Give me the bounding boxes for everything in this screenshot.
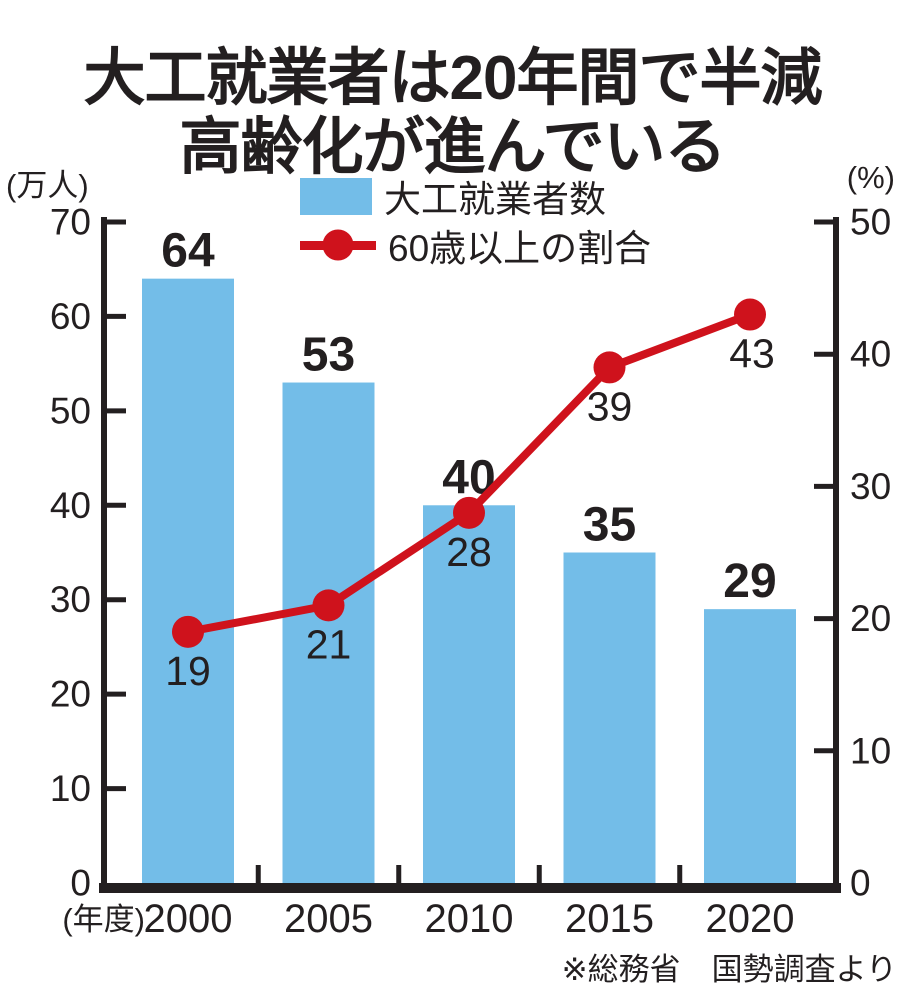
- left-axis-tick-label-50: 50: [50, 390, 91, 431]
- right-axis-tick-label-30: 30: [850, 466, 891, 507]
- legend-line-label: 60歳以上の割合: [388, 228, 652, 269]
- chart-title: 大工就業者は20年間で半減 高齢化が進んでいる: [0, 44, 905, 183]
- x-axis-label-2010: 2010: [425, 897, 514, 941]
- bar-2010: [423, 505, 515, 883]
- chart-title-line2: 高齢化が進んでいる: [179, 112, 727, 182]
- x-axis-label-2000: 2000: [144, 897, 233, 941]
- legend-bar-label: 大工就業者数: [384, 179, 606, 220]
- line-point-2015: [593, 351, 626, 384]
- line-value-label-2000: 19: [165, 648, 211, 694]
- bar-2015: [563, 552, 656, 883]
- bar-2005: [282, 382, 375, 883]
- legend: 大工就業者数 60歳以上の割合: [300, 177, 651, 275]
- line-point-2005: [312, 589, 345, 622]
- right-axis-tick-label-20: 20: [850, 598, 891, 639]
- left-axis-tick-label-70: 70: [50, 202, 91, 243]
- right-axis-tick-label-50: 50: [850, 202, 891, 243]
- x-axis-label-2015: 2015: [565, 897, 654, 941]
- x-axis-unit: (年度): [62, 902, 145, 937]
- line-value-label-2015: 39: [587, 383, 633, 429]
- line-point-2000: [172, 615, 204, 648]
- bar-value-label-2020: 29: [723, 555, 776, 608]
- line-value-label-2005: 21: [306, 621, 352, 667]
- x-axis-label-2020: 2020: [706, 897, 795, 941]
- legend-line-marker-icon: [300, 229, 376, 261]
- left-axis-tick-label-40: 40: [50, 485, 91, 526]
- chart-title-line1: 大工就業者は20年間で半減: [83, 43, 823, 113]
- right-axis-tick-label-10: 10: [850, 730, 891, 771]
- left-axis-tick-label-30: 30: [50, 579, 91, 620]
- bar-2020: [704, 609, 796, 883]
- line-value-label-2020: 43: [729, 331, 775, 377]
- right-axis-tick-label-0: 0: [850, 863, 871, 904]
- x-axis-label-2005: 2005: [284, 897, 373, 941]
- line-point-2020: [734, 298, 766, 331]
- left-axis-tick-label-60: 60: [50, 296, 91, 337]
- legend-row-bar: 大工就業者数: [300, 177, 651, 220]
- left-axis-tick-label-20: 20: [50, 674, 91, 715]
- legend-bar-swatch-icon: [300, 177, 372, 215]
- bar-value-label-2005: 53: [302, 329, 355, 382]
- left-axis-tick-label-0: 0: [70, 863, 91, 904]
- line-value-label-2010: 28: [446, 529, 492, 575]
- source-note: ※総務省 国勢調査より: [561, 952, 897, 987]
- line-point-2010: [453, 496, 485, 529]
- right-axis-tick-label-40: 40: [850, 334, 891, 375]
- right-axis-unit: (%): [846, 160, 895, 195]
- left-axis-tick-label-10: 10: [50, 768, 91, 809]
- legend-line-dot-icon: [322, 229, 354, 261]
- bar-value-label-2000: 64: [161, 225, 215, 278]
- left-axis-unit: (万人): [6, 168, 89, 203]
- bar-value-label-2015: 35: [583, 499, 636, 552]
- bar-2000: [142, 278, 234, 884]
- legend-row-line: 60歳以上の割合: [300, 226, 651, 269]
